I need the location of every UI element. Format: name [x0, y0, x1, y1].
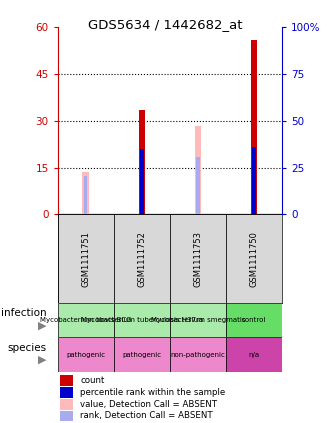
Bar [60, 399, 74, 409]
Text: control: control [242, 317, 266, 323]
Text: pathogenic: pathogenic [122, 352, 161, 357]
Bar [170, 214, 226, 303]
Bar [58, 303, 114, 337]
Text: Mycobacterium tuberculosis H37ra: Mycobacterium tuberculosis H37ra [81, 317, 203, 323]
Bar [58, 337, 114, 372]
Text: GDS5634 / 1442682_at: GDS5634 / 1442682_at [88, 18, 242, 31]
Text: percentile rank within the sample: percentile rank within the sample [80, 388, 225, 397]
Text: GSM1111753: GSM1111753 [193, 231, 203, 287]
Text: GSM1111752: GSM1111752 [137, 231, 147, 286]
Bar [60, 411, 74, 421]
Text: value, Detection Call = ABSENT: value, Detection Call = ABSENT [80, 400, 217, 409]
Bar [82, 172, 89, 214]
Bar [196, 157, 200, 214]
Bar [139, 110, 145, 214]
Bar [170, 303, 226, 337]
Text: GSM1111750: GSM1111750 [249, 231, 259, 286]
Text: count: count [80, 376, 105, 385]
Bar [140, 149, 144, 214]
Text: Mycobacterium bovis BCG: Mycobacterium bovis BCG [40, 317, 132, 323]
Bar [195, 126, 201, 214]
Text: GSM1111751: GSM1111751 [81, 231, 90, 286]
Text: ▶: ▶ [38, 320, 47, 330]
Bar [60, 387, 74, 398]
Text: n/a: n/a [248, 352, 260, 357]
Text: Mycobacterium smegmatis: Mycobacterium smegmatis [151, 317, 245, 323]
Bar [251, 40, 257, 214]
Bar [226, 214, 282, 303]
Bar [226, 337, 282, 372]
Bar [114, 214, 170, 303]
Bar [252, 147, 256, 214]
Bar [226, 303, 282, 337]
Text: ▶: ▶ [38, 354, 47, 365]
Text: rank, Detection Call = ABSENT: rank, Detection Call = ABSENT [80, 412, 213, 420]
Bar [58, 214, 114, 303]
Text: infection: infection [1, 308, 47, 318]
Bar [84, 176, 87, 214]
Text: non-pathogenic: non-pathogenic [171, 352, 225, 357]
Bar [114, 337, 170, 372]
Text: species: species [8, 343, 47, 353]
Bar [60, 375, 74, 386]
Text: pathogenic: pathogenic [66, 352, 105, 357]
Bar [170, 337, 226, 372]
Bar [114, 303, 170, 337]
